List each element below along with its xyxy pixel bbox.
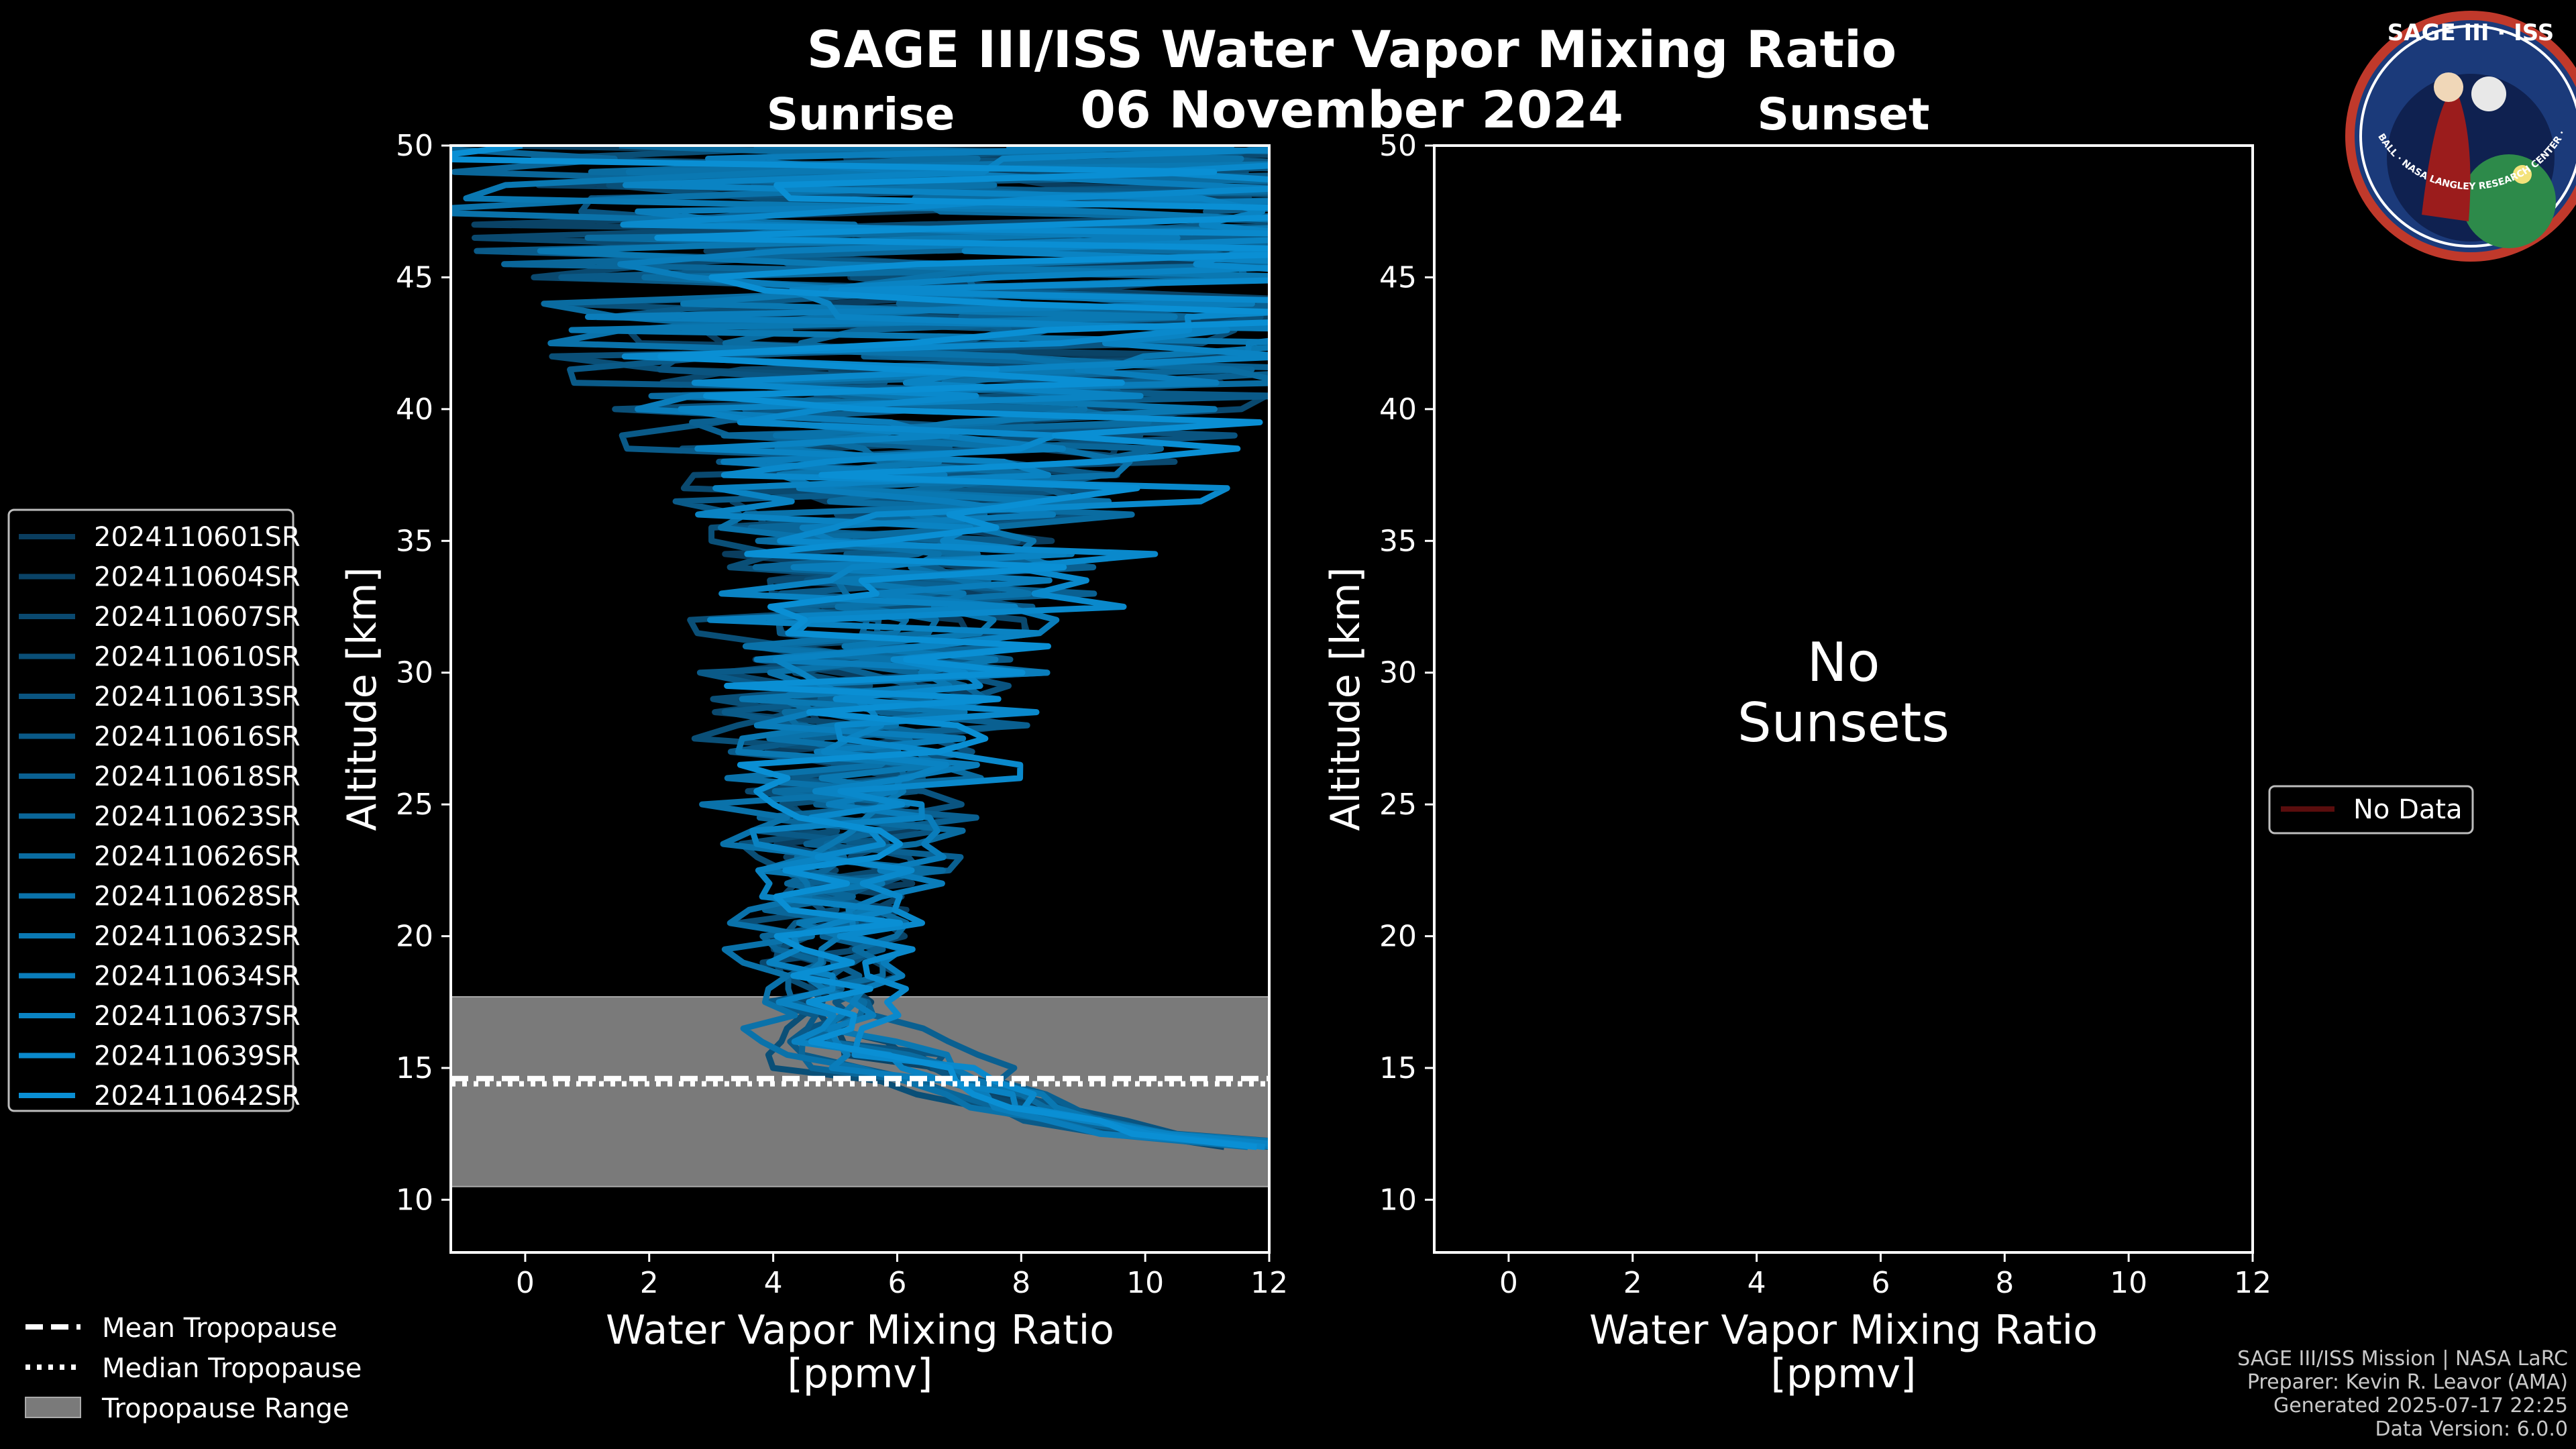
chart-title: SAGE III/ISS Water Vapor Mixing Ratio [807,19,1897,79]
credit-line-3: Generated 2025-07-17 22:25 [2273,1394,2568,1417]
sunrise-xtick-label: 10 [1126,1266,1164,1300]
sunset-xtick-label: 0 [1499,1266,1518,1300]
sunset-ytick-label: 40 [1379,392,1417,427]
sunrise-ytick-label: 15 [396,1051,433,1085]
no-data-legend-frame [2268,785,2474,835]
sunrise-ytick-label: 25 [396,788,433,822]
sunset-ytick-label: 50 [1379,129,1417,163]
legend-label: 2024110634SR [94,961,301,992]
sunrise-ytick-label: 35 [396,524,433,558]
date-label: 06 November 2024 [1080,80,1623,140]
sunset-xlabel: Water Vapor Mixing Ratio [1589,1307,2098,1354]
legend-label: 2024110642SR [94,1081,301,1112]
sunset-ytick-label: 10 [1379,1183,1417,1217]
sunset-ytick-label: 25 [1379,788,1417,822]
sunset-xtick-label: 2 [1623,1266,1642,1300]
sunset-ytick-label: 45 [1379,260,1417,294]
legend-label: 2024110623SR [94,802,301,833]
tropopause-lines [451,1075,1269,1087]
sunrise-ticks: 0 2 4 6 8 10 12 10 15 20 25 30 35 40 45 50 [396,129,1288,1300]
sunrise-ylabel: Altitude [km] [339,567,386,831]
sunrise-axes-frame [449,144,1271,1254]
tropopause-range-band [450,996,1270,1187]
series-legend: 2024110601SR 2024110604SR 2024110607SR 2024… [7,508,301,1112]
sunrise-ytick-label: 45 [396,260,433,294]
sunset-label: Sunset [1757,89,1929,140]
legend-label: 2024110628SR [94,881,301,912]
sunset-panel: 0 2 4 6 8 10 12 10 15 20 25 30 35 40 45 50 Altitude [km… [1322,129,2271,1397]
sunset-axes-frame [1433,144,2254,1254]
mean-tropopause-label: Mean Tropopause [102,1313,337,1344]
tropopause-range-swatch [25,1397,81,1418]
sunrise-xlabel-units: [ppmv] [788,1350,933,1397]
legend-label: 2024110616SR [94,722,301,753]
median-tropopause-label: Median Tropopause [102,1353,362,1384]
sunrise-ytick-label: 50 [396,129,433,163]
sunrise-xtick-label: 4 [764,1266,783,1300]
tropopause-legend: Mean Tropopause Median Tropopause Tropop… [25,1313,362,1424]
legend-label: 2024110632SR [94,921,301,952]
profile-line [451,146,1269,1150]
sunset-xtick-label: 6 [1871,1266,1890,1300]
sunrise-xlabel: Water Vapor Mixing Ratio [606,1307,1114,1354]
sunset-ytick-label: 35 [1379,524,1417,558]
sunset-xtick-label: 4 [1748,1266,1766,1300]
sunset-ytick-label: 20 [1379,920,1417,954]
no-sunsets-annotation-line2: Sunsets [1737,692,1949,754]
sunset-ticks: 0 2 4 6 8 10 12 10 15 20 25 30 35 40 45 50 [1379,129,2271,1300]
sunrise-xtick-label: 2 [640,1266,659,1300]
sunrise-xtick-label: 6 [888,1266,906,1300]
legend-label: 2024110610SR [94,642,301,673]
tropopause-range-label: Tropopause Range [101,1393,350,1424]
sunrise-label: Sunrise [767,89,955,140]
legend-label: 2024110613SR [94,682,301,712]
no-data-legend: No Data [2268,785,2474,835]
sunset-ylabel: Altitude [km] [1322,567,1369,831]
logo-text: SAGE III · ISS [2387,19,2554,46]
no-data-label: No Data [2353,794,2463,825]
sunrise-panel: 0 2 4 6 8 10 12 10 15 20 25 30 35 40 45 50 Altitude [km… [339,129,1288,1397]
series-legend-frame [7,508,294,1112]
legend-label: 2024110626SR [94,841,301,872]
legend-label: 2024110639SR [94,1041,301,1072]
tropopause-range [450,996,1270,1187]
no-sunsets-annotation: No [1807,631,1880,694]
credit-line-2: Preparer: Kevin R. Leavor (AMA) [2247,1371,2568,1394]
sunrise-xtick-label: 0 [516,1266,535,1300]
sunset-xlabel-units: [ppmv] [1771,1350,1917,1397]
sunrise-ytick-label: 30 [396,656,433,690]
legend-label: 2024110601SR [94,522,301,553]
credits: SAGE III/ISS Mission | NASA LaRC Prepare… [2237,1347,2568,1441]
sunrise-ytick-label: 10 [396,1183,433,1217]
sunset-xtick-label: 8 [1995,1266,2014,1300]
sunrise-profiles [451,146,1269,1150]
legend-label: 2024110637SR [94,1001,301,1032]
sunset-ytick-label: 15 [1379,1051,1417,1085]
sunrise-xtick-label: 8 [1012,1266,1030,1300]
sunrise-ytick-label: 20 [396,920,433,954]
legend-label: 2024110607SR [94,602,301,633]
sunrise-ytick-label: 40 [396,392,433,427]
sunset-xtick-label: 10 [2110,1266,2147,1300]
legend-label: 2024110618SR [94,761,301,792]
credit-line-1: SAGE III/ISS Mission | NASA LaRC [2237,1347,2568,1371]
sunrise-xtick-label: 12 [1250,1266,1288,1300]
credit-line-4: Data Version: 6.0.0 [2375,1417,2568,1441]
sunset-ytick-label: 30 [1379,656,1417,690]
legend-label: 2024110604SR [94,562,301,593]
sunset-xtick-label: 12 [2234,1266,2271,1300]
